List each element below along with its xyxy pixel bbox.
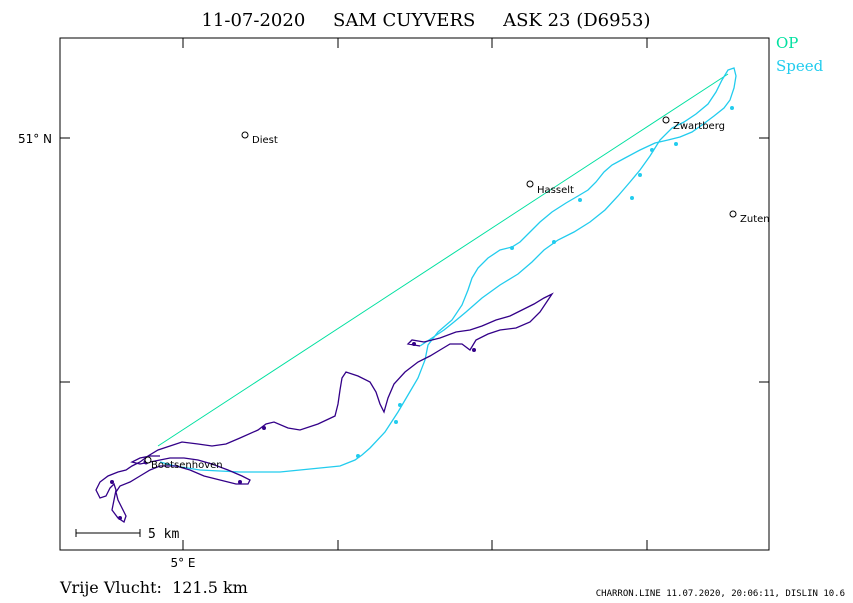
latitude-label: 51° N (18, 132, 52, 146)
place-label: Diest (252, 135, 278, 146)
place-marker-icon (662, 116, 670, 124)
scale-label: 5 km (148, 527, 179, 542)
place-label: Boetsenhoven (151, 460, 223, 471)
map-frame (59, 37, 770, 551)
place-hasselt: Hasselt (526, 180, 574, 196)
longitude-label: 5° E (170, 556, 195, 570)
place-diest: Diest (241, 131, 278, 146)
flight-distance: Vrije Vlucht: 121.5 km (59, 578, 248, 597)
footer-credit: CHARRON.LINE 11.07.2020, 20:06:11, DISLI… (596, 589, 845, 599)
frame-ticks (60, 38, 769, 550)
place-label: Zuten (740, 214, 770, 225)
place-label: Hasselt (537, 185, 574, 196)
legend-speed: Speed (776, 57, 824, 75)
scale-bar: 5 km (75, 527, 179, 542)
place-zuten: Zuten (729, 210, 770, 225)
legend-op: OP (776, 34, 798, 52)
op-line (157, 73, 729, 447)
place-marker-icon (526, 180, 534, 188)
place-marker-icon (241, 131, 249, 139)
place-label: Zwartberg (673, 121, 725, 132)
thermal-marks (356, 106, 734, 458)
place-marker-icon (144, 456, 152, 464)
place-marker-icon (729, 210, 737, 218)
track-return (95, 292, 554, 524)
map-title: 11-07-2020 SAM CUYVERS ASK 23 (D6953) (201, 10, 650, 31)
place-zwartberg: Zwartberg (662, 116, 725, 132)
track-outbound (159, 67, 737, 473)
place-boetsenhoven: Boetsenhoven (144, 456, 223, 471)
